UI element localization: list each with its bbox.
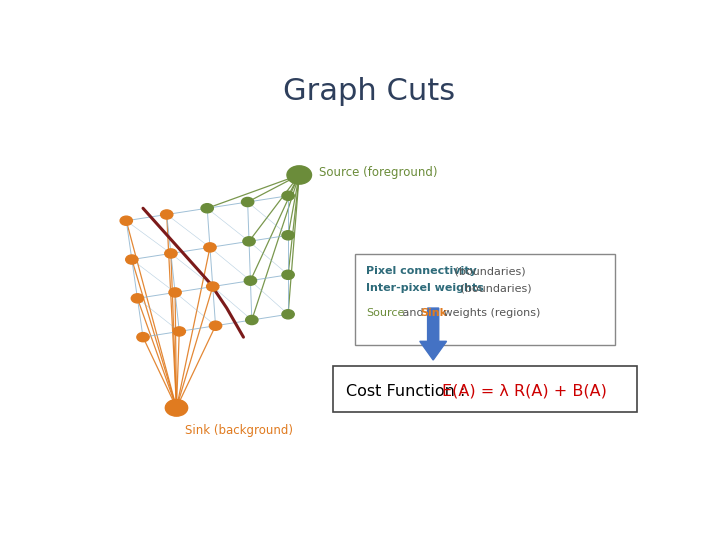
Text: and: and <box>399 308 427 318</box>
Text: Sink: Sink <box>420 308 447 318</box>
Circle shape <box>246 315 258 325</box>
FancyBboxPatch shape <box>333 366 637 412</box>
Circle shape <box>169 288 181 297</box>
Circle shape <box>282 231 294 240</box>
Circle shape <box>137 333 149 342</box>
Circle shape <box>244 276 256 285</box>
Circle shape <box>204 243 216 252</box>
Circle shape <box>210 321 222 330</box>
Circle shape <box>165 249 177 258</box>
Circle shape <box>282 310 294 319</box>
Text: Graph Cuts: Graph Cuts <box>283 77 455 106</box>
Text: Source: Source <box>366 308 405 318</box>
Text: Sink (background): Sink (background) <box>185 424 293 437</box>
Circle shape <box>131 294 143 303</box>
Circle shape <box>282 270 294 279</box>
Circle shape <box>126 255 138 264</box>
Circle shape <box>166 400 188 416</box>
Text: E(A) = λ R(A) + B(A): E(A) = λ R(A) + B(A) <box>442 384 607 399</box>
Text: (boundaries): (boundaries) <box>451 266 526 276</box>
Text: Pixel connectivity: Pixel connectivity <box>366 266 477 276</box>
Text: Cost Function :: Cost Function : <box>346 384 470 399</box>
Circle shape <box>201 204 213 213</box>
FancyBboxPatch shape <box>355 254 615 346</box>
Circle shape <box>207 282 219 291</box>
Circle shape <box>161 210 173 219</box>
FancyArrow shape <box>420 308 446 360</box>
Text: (boundaries): (boundaries) <box>457 283 532 293</box>
Circle shape <box>287 166 312 184</box>
Text: Inter-pixel weights: Inter-pixel weights <box>366 283 484 293</box>
Circle shape <box>243 237 255 246</box>
Circle shape <box>282 191 294 200</box>
Text: Source (foreground): Source (foreground) <box>319 166 437 179</box>
Circle shape <box>120 216 132 225</box>
Circle shape <box>173 327 186 336</box>
Text: weights (regions): weights (regions) <box>440 308 540 318</box>
Circle shape <box>241 198 253 207</box>
